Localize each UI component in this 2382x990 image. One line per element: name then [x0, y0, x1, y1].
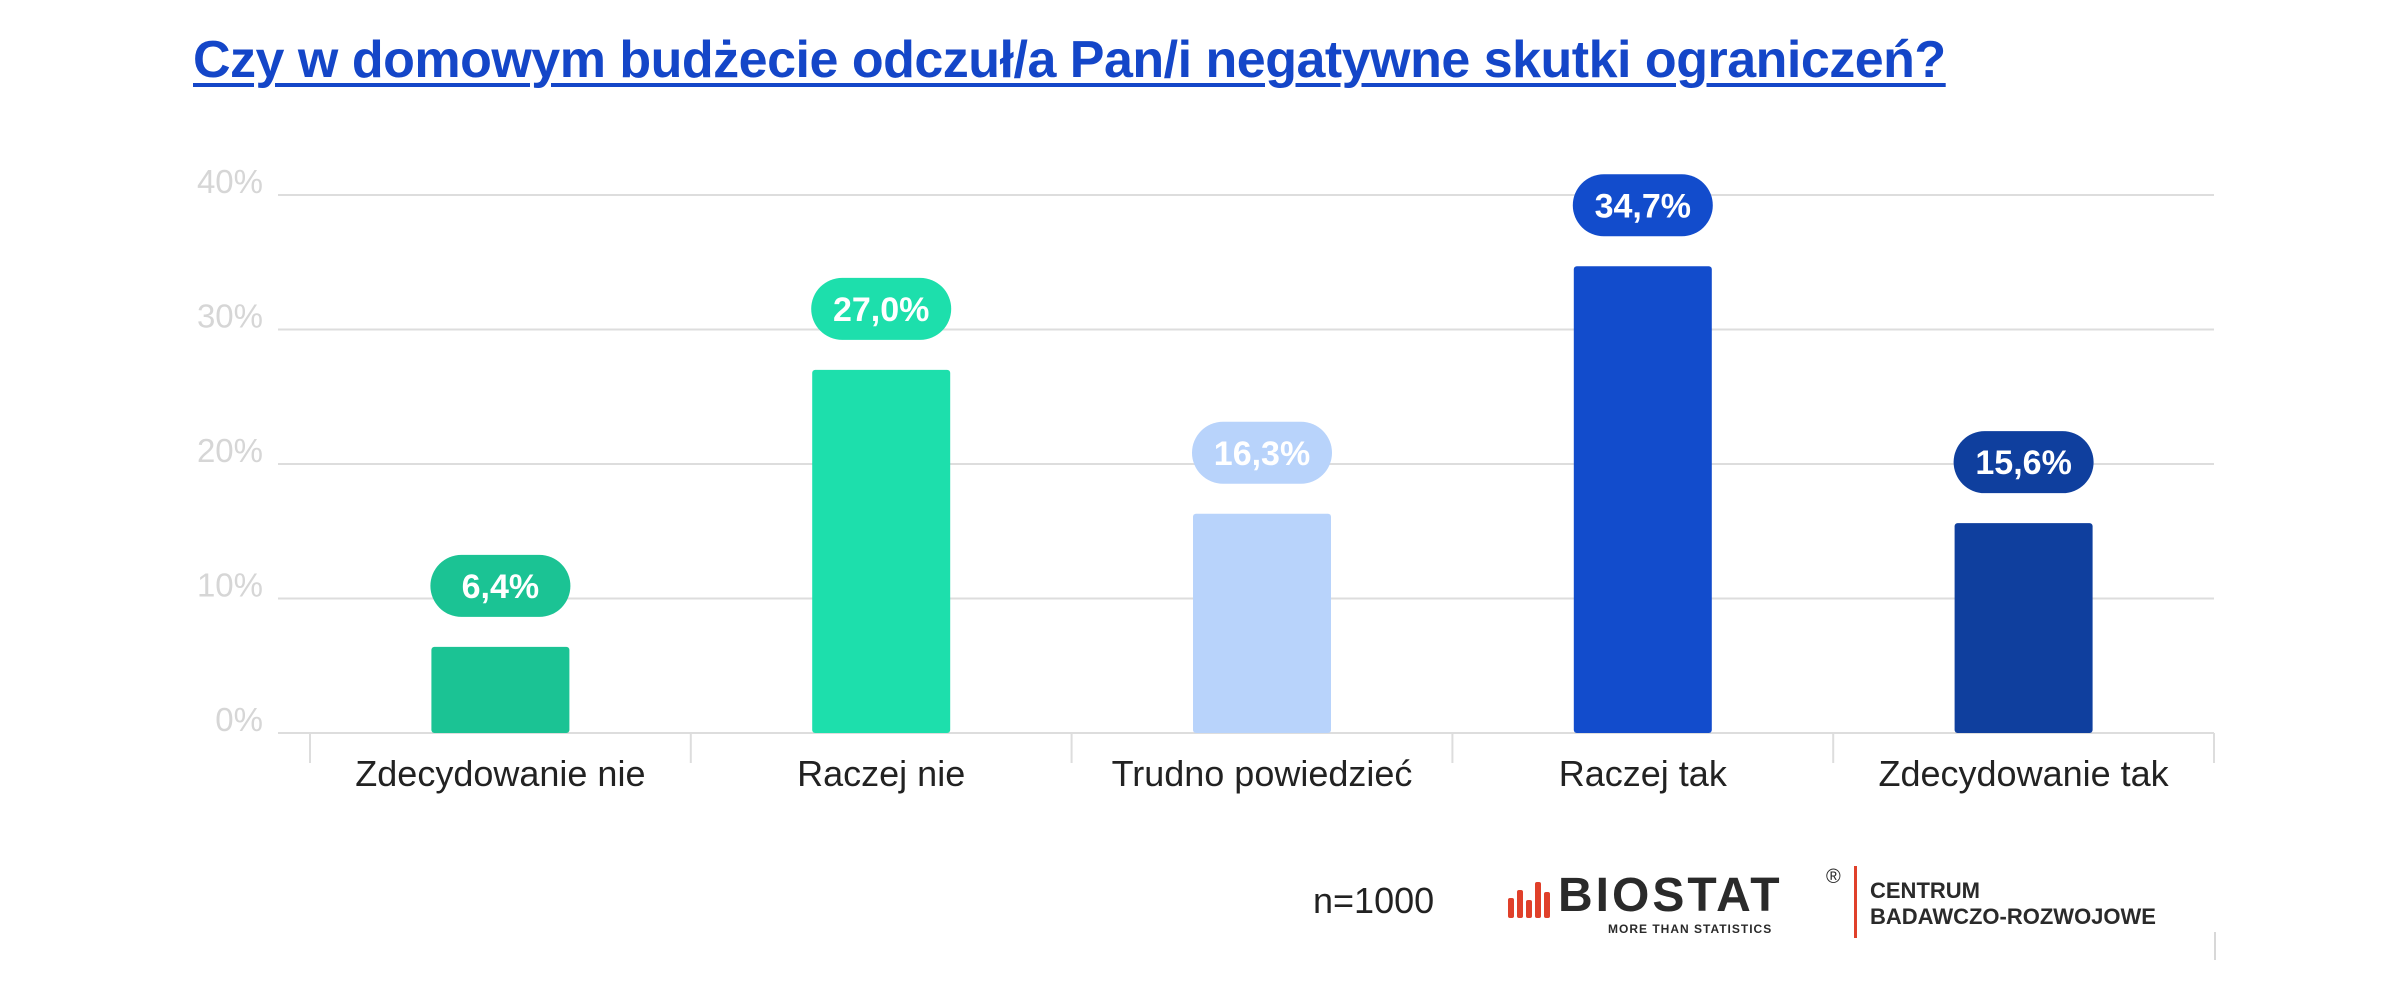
logo-bars-icon [1508, 882, 1550, 918]
value-label-pill [1192, 421, 1332, 484]
y-tick-label: 20% [197, 432, 263, 469]
value-label: 16,3% [1214, 435, 1310, 473]
edge-line [2214, 932, 2216, 960]
bar [812, 369, 951, 733]
value-label-pill [430, 554, 571, 617]
y-tick-label: 0% [215, 701, 263, 738]
y-tick-label: 30% [197, 298, 263, 335]
category-label: Raczej nie [797, 753, 965, 794]
value-label-pill [1953, 431, 2094, 494]
centrum-line-2: BADAWCZO-ROZWOJOWE [1870, 904, 2156, 929]
bar [1193, 513, 1331, 733]
sample-size-label: n=1000 [1313, 880, 1435, 921]
category-label: Zdecydowanie nie [355, 753, 645, 794]
bar [1954, 523, 2093, 733]
logo-registered-mark: ® [1826, 866, 1841, 888]
value-label: 6,4% [462, 568, 540, 606]
value-label-pill [811, 277, 952, 340]
value-label: 27,0% [833, 291, 929, 329]
biostat-logo: BIOSTAT ® MORE THAN STATISTICS [1508, 866, 1841, 936]
centrum-line-1: CENTRUM [1870, 878, 1980, 903]
grid-layer: 0% 10% 20% 30% 40% [197, 163, 2215, 763]
bar [431, 646, 570, 733]
bar [1573, 266, 1712, 733]
category-label: Zdecydowanie tak [1879, 753, 2170, 794]
value-label-pill [1572, 174, 1713, 237]
value-label: 34,7% [1595, 187, 1691, 225]
category-label: Raczej tak [1559, 753, 1728, 794]
bars-layer [431, 266, 2093, 733]
centrum-label: CENTRUM BADAWCZO-ROZWOJOWE [1870, 878, 2156, 930]
category-label: Trudno powiedzieć [1112, 753, 1413, 794]
y-tick-label: 10% [197, 567, 263, 604]
logo-wordmark: BIOSTAT [1558, 869, 1783, 922]
y-tick-label: 40% [197, 163, 263, 200]
logo-tagline: MORE THAN STATISTICS [1608, 922, 1773, 936]
logo-divider [1854, 866, 1857, 938]
chart-title: Czy w domowym budżecie odczuł/a Pan/i ne… [193, 31, 1946, 89]
value-label: 15,6% [1975, 444, 2071, 482]
labels-layer: 6,4% Zdecydowanie nie 27,0% Raczej nie 16,3%… [355, 174, 2170, 794]
